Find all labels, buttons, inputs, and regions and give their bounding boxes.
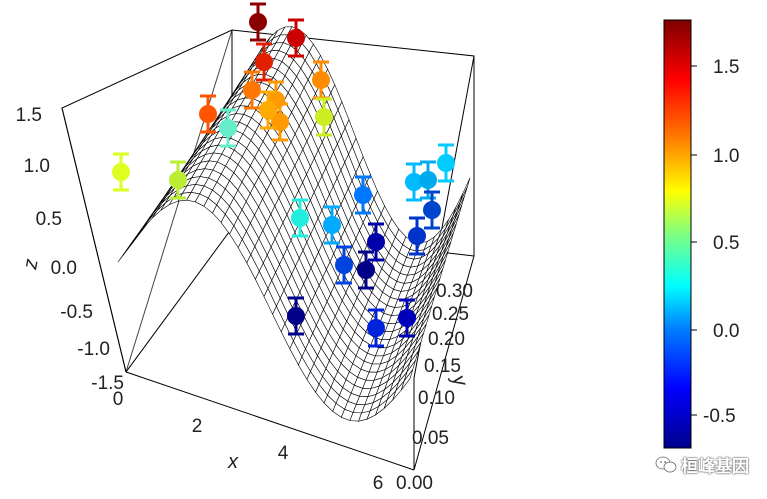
z-tick: 1.5: [16, 105, 42, 126]
wechat-icon: [655, 456, 677, 472]
colorbar-tick: 1.5: [713, 57, 739, 78]
y-tick: 0.15: [424, 356, 461, 377]
data-point: [437, 143, 455, 183]
z-tick: 0.5: [36, 209, 62, 230]
data-point: [199, 94, 217, 134]
x-tick: 4: [278, 443, 289, 464]
z-axis-label: z: [19, 257, 43, 272]
x-tick: 0: [113, 389, 124, 410]
data-point: [312, 60, 330, 100]
colorbar-tick: -0.5: [703, 406, 736, 427]
z-tick: -0.5: [60, 302, 93, 323]
watermark-text: 桓峰基因: [681, 457, 749, 476]
y-tick: 0.00: [396, 473, 433, 494]
x-tick: 6: [373, 473, 384, 494]
data-point: [357, 250, 375, 290]
y-axis: 0.00 0.05 0.10 0.15 0.20 0.25 0.30 y: [396, 281, 473, 494]
z-axis: 1.5 1.0 0.5 0.0 -0.5 -1.0 -1.5 z: [16, 105, 124, 394]
data-point: [287, 18, 305, 58]
x-tick: 2: [192, 416, 203, 437]
data-point: [315, 97, 333, 137]
watermark: 桓峰基因: [655, 452, 749, 477]
z-tick: 0.0: [51, 258, 77, 279]
data-point: [249, 2, 267, 42]
data-point: [219, 108, 237, 148]
y-tick: 0.20: [428, 329, 465, 350]
data-point: [255, 42, 273, 82]
scatter-points: [112, 2, 455, 348]
data-point: [354, 175, 372, 215]
data-point: [112, 152, 130, 192]
x-axis: 0 2 4 6 x: [113, 389, 384, 494]
data-point: [323, 205, 341, 245]
z-tick: 1.0: [24, 156, 50, 177]
data-point: [259, 90, 277, 130]
data-point: [243, 70, 261, 110]
z-tick: -1.0: [77, 339, 110, 360]
data-point: [423, 190, 441, 230]
data-point: [408, 216, 426, 256]
data-point: [367, 308, 385, 348]
data-point: [405, 162, 423, 202]
y-tick: 0.25: [432, 304, 469, 325]
x-axis-label: x: [227, 451, 239, 473]
y-tick: 0.30: [436, 281, 473, 302]
data-point: [398, 298, 416, 338]
data-point: [291, 198, 309, 238]
colorbar-tick: 0.0: [713, 321, 739, 342]
data-point: [169, 160, 187, 200]
z-tick: -1.5: [91, 373, 124, 394]
data-point: [335, 245, 353, 285]
y-tick: 0.10: [418, 388, 455, 409]
y-tick: 0.05: [412, 428, 449, 449]
colorbar: -0.5 0.0 0.5 1.0 1.5: [663, 19, 739, 449]
colorbar-tick: 1.0: [713, 146, 739, 167]
data-point: [287, 296, 305, 336]
data-point: [367, 222, 385, 262]
colorbar-tick: 0.5: [713, 233, 739, 254]
